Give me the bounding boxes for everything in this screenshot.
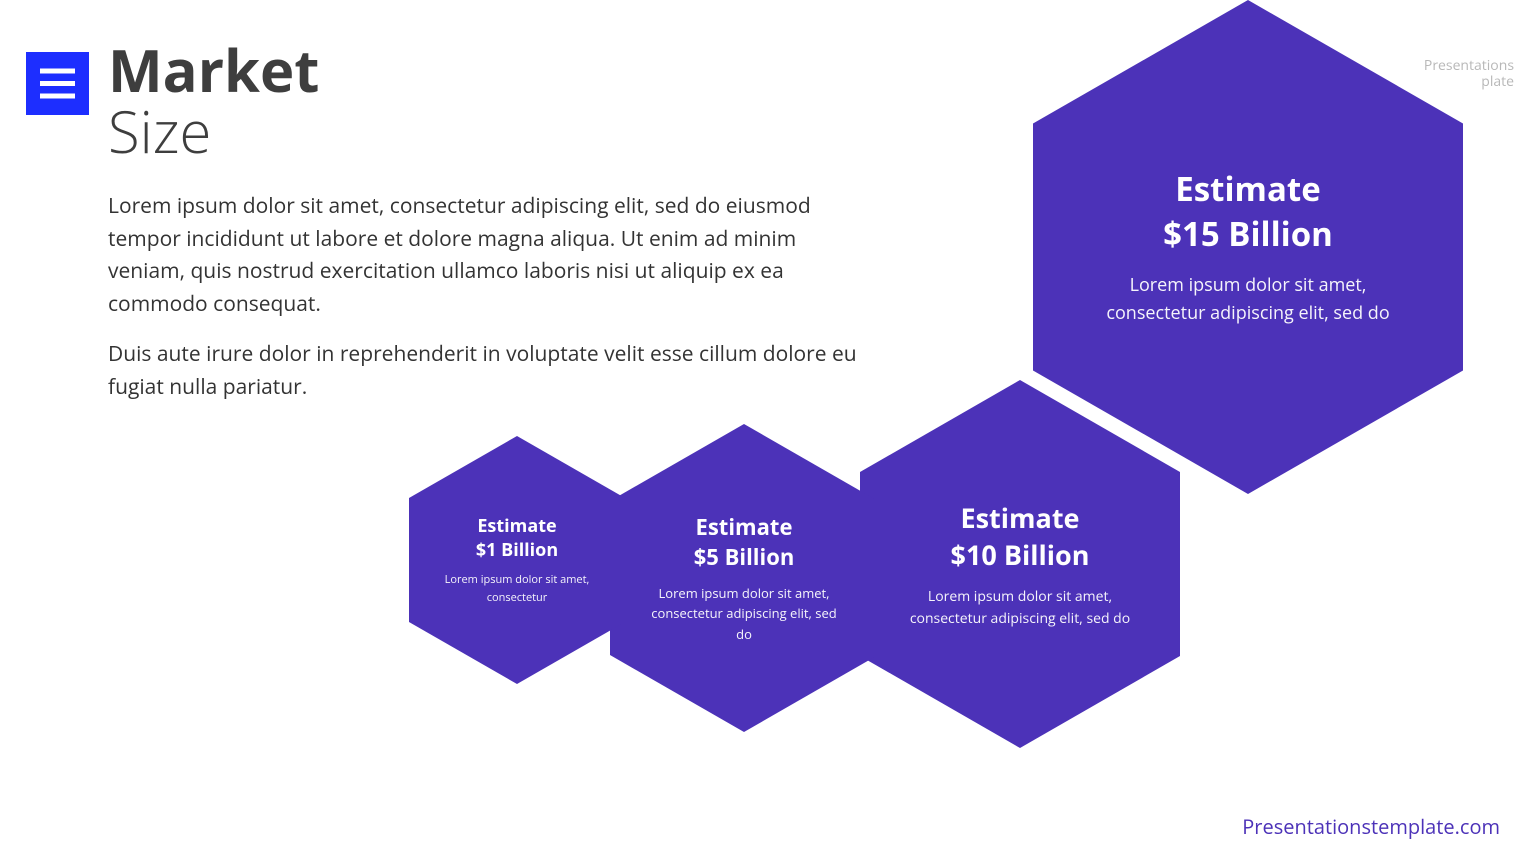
hex-desc: Lorem ipsum dolor sit amet, consectetur: [435, 571, 599, 605]
market-size-slide: { "layout": { "canvas": { "width": 1536,…: [0, 0, 1536, 864]
footer-link[interactable]: Presentationstemplate.com: [1242, 813, 1500, 840]
slide-title: Market Size: [108, 40, 319, 162]
hex-title: Estimate: [477, 514, 556, 538]
hex-1b: Estimate $1 Billion Lorem ipsum dolor si…: [409, 436, 625, 684]
watermark: Presentations plate: [1424, 58, 1514, 90]
hex-desc: Lorem ipsum dolor sit amet, consectetur …: [1085, 272, 1412, 328]
hamburger-icon: [26, 52, 89, 115]
hex-amount: $15 Billion: [1163, 211, 1333, 256]
hex-desc: Lorem ipsum dolor sit amet, consectetur …: [642, 583, 846, 643]
hex-10b: Estimate $10 Billion Lorem ipsum dolor s…: [860, 380, 1180, 748]
body-paragraph: Duis aute irure dolor in reprehenderit i…: [108, 338, 878, 403]
title-light: Size: [108, 101, 319, 162]
menu-icon[interactable]: [26, 52, 89, 115]
hex-amount: $1 Billion: [476, 538, 558, 562]
hex-title: Estimate: [961, 499, 1080, 536]
hex-title: Estimate: [1175, 166, 1320, 211]
body-paragraph: Lorem ipsum dolor sit amet, consectetur …: [108, 190, 878, 320]
hex-amount: $10 Billion: [951, 536, 1090, 573]
hex-amount: $5 Billion: [694, 542, 795, 572]
watermark-line: plate: [1424, 74, 1514, 90]
hex-title: Estimate: [696, 512, 793, 542]
body-text: Lorem ipsum dolor sit amet, consectetur …: [108, 190, 878, 421]
hex-desc: Lorem ipsum dolor sit amet, consectetur …: [898, 586, 1141, 629]
hex-5b: Estimate $5 Billion Lorem ipsum dolor si…: [610, 424, 878, 732]
